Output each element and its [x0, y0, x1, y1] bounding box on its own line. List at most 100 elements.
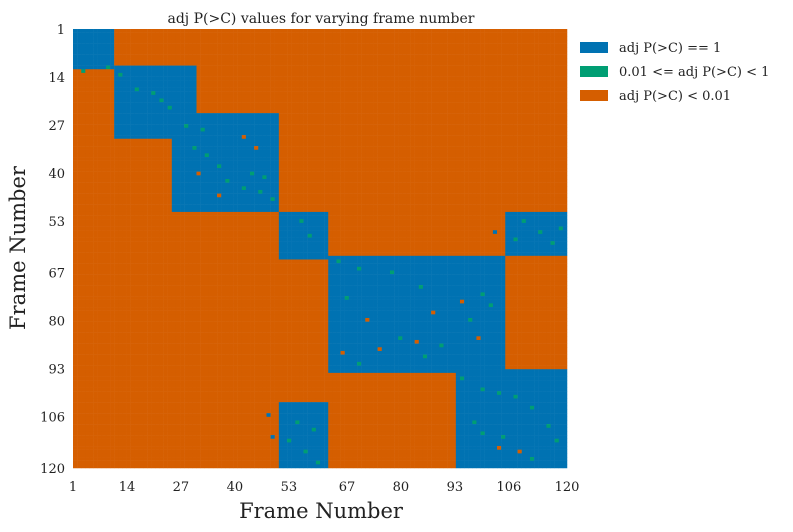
heatmap-cell	[414, 83, 420, 88]
heatmap-cell	[114, 98, 119, 103]
heatmap-cell	[147, 116, 152, 121]
heatmap-cell	[513, 43, 518, 48]
heatmap-cell	[89, 29, 94, 33]
heatmap-cell	[377, 36, 382, 41]
heatmap-cell	[394, 58, 399, 63]
heatmap-cell	[196, 164, 201, 169]
heatmap-cell	[142, 124, 148, 129]
heatmap-cell	[81, 61, 86, 66]
heatmap-cell	[81, 160, 86, 165]
heatmap-cell	[175, 116, 181, 121]
heatmap-cell	[373, 116, 378, 121]
heatmap-cell	[418, 120, 424, 125]
heatmap-cell	[315, 178, 321, 183]
heatmap-cell	[447, 58, 452, 63]
heatmap-cell	[212, 138, 218, 143]
heatmap-cell	[385, 58, 391, 63]
heatmap-cell	[505, 149, 510, 154]
heatmap-cell	[266, 69, 271, 74]
heatmap-cell	[274, 142, 280, 147]
heatmap-cell	[295, 65, 300, 70]
heatmap-cell	[237, 142, 243, 147]
heatmap-cell	[270, 142, 275, 147]
heatmap-cell	[501, 160, 506, 165]
heatmap-cell	[122, 164, 127, 169]
heatmap-cell	[287, 138, 292, 143]
heatmap-cell	[369, 120, 374, 125]
heatmap-cell	[126, 83, 131, 88]
heatmap-cell	[126, 102, 131, 107]
heatmap-cell	[427, 160, 432, 165]
heatmap-cell	[357, 76, 362, 81]
heatmap-cell	[324, 113, 329, 118]
heatmap-cell	[344, 160, 350, 165]
heatmap-cell	[81, 83, 86, 88]
heatmap-cell	[101, 54, 107, 59]
heatmap-cell	[101, 164, 107, 169]
heatmap-cell	[196, 157, 201, 161]
heatmap-cell	[443, 54, 448, 59]
heatmap-cell	[340, 65, 345, 70]
heatmap-cell	[402, 157, 407, 161]
heatmap-cell	[525, 142, 531, 147]
heatmap-cell	[418, 116, 424, 121]
heatmap-cell	[241, 175, 247, 180]
heatmap-cell	[410, 171, 415, 176]
heatmap-cell	[122, 98, 127, 103]
heatmap-cell	[200, 105, 205, 110]
heatmap-cell	[167, 153, 173, 158]
heatmap-cell	[480, 58, 485, 63]
heatmap-cell	[151, 131, 156, 136]
heatmap-cell	[369, 135, 374, 139]
heatmap-cell	[443, 105, 448, 110]
heatmap-cell	[245, 124, 251, 129]
heatmap-cell	[315, 116, 321, 121]
heatmap-cell	[414, 43, 420, 48]
heatmap-cell	[361, 32, 366, 37]
heatmap-cell	[525, 131, 531, 136]
heatmap-cell	[245, 178, 251, 183]
heatmap-cell	[513, 105, 518, 110]
heatmap-cell	[443, 138, 448, 143]
heatmap-cell	[550, 83, 555, 88]
heatmap-cell	[212, 146, 218, 150]
heatmap-cell	[550, 157, 555, 161]
heatmap-cell	[451, 149, 457, 154]
heatmap-cell	[464, 105, 469, 110]
heatmap-cell	[130, 69, 135, 74]
heatmap-cell	[278, 47, 284, 52]
heatmap-cell	[229, 32, 234, 37]
heatmap-cell	[151, 127, 156, 132]
heatmap-cell	[550, 39, 555, 44]
heatmap-cell	[398, 153, 403, 158]
heatmap-cell	[509, 127, 514, 132]
heatmap-cell	[110, 102, 115, 107]
heatmap-cell	[208, 105, 214, 110]
heatmap-cell	[344, 98, 350, 103]
heatmap-cell	[237, 175, 243, 180]
heatmap-cell	[406, 105, 411, 110]
heatmap-cell	[320, 29, 325, 33]
heatmap-cell	[509, 109, 514, 114]
heatmap-cell	[517, 175, 522, 180]
heatmap-cell	[435, 131, 440, 136]
heatmap-cell	[381, 39, 387, 44]
heatmap-cell	[287, 105, 292, 110]
heatmap-cell	[501, 87, 506, 92]
heatmap-cell	[455, 29, 461, 33]
heatmap-cell	[126, 142, 131, 147]
heatmap-cell	[472, 109, 477, 114]
heatmap-cell	[431, 29, 436, 33]
heatmap-cell	[167, 149, 173, 154]
heatmap-cell	[365, 131, 370, 136]
heatmap-cell	[558, 76, 564, 81]
heatmap-cell	[237, 138, 243, 143]
heatmap-cell	[171, 43, 177, 48]
heatmap-cell	[472, 157, 477, 161]
heatmap-cell	[340, 175, 345, 180]
heatmap-cell	[105, 39, 111, 44]
heatmap-cell	[250, 116, 255, 121]
heatmap-cell	[167, 102, 173, 107]
heatmap-cell	[89, 94, 94, 99]
heatmap-cell	[266, 98, 271, 103]
